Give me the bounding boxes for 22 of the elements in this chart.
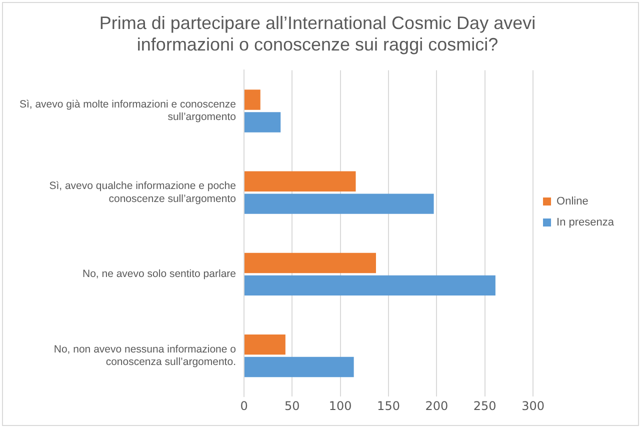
x-tick-label: 250 — [473, 398, 496, 413]
bar — [244, 252, 376, 274]
bar — [244, 90, 260, 110]
legend-label: In presenza — [556, 216, 615, 229]
x-tick-label: 0 — [240, 398, 248, 413]
y-tick-label: Sì, avevo già molte informazioni e conoscenze sull’argomento — [19, 98, 236, 124]
legend-label: Online — [556, 196, 588, 208]
y-tick-label: Sì, avevo qualche informazione e poche conoscenze sull’argomento — [49, 180, 236, 205]
bar — [244, 275, 496, 296]
x-tick-label: 300 — [522, 398, 544, 413]
chart-title: Prima di partecipare all’International Cosmic Day avevi informazioni o conoscenze sui raggi cosmici? — [99, 12, 536, 54]
y-tick-label: No, non avevo nessuna informazione o conoscenza sull’argomento. — [54, 343, 236, 368]
x-tick-label: 50 — [284, 398, 300, 413]
bar — [244, 334, 286, 355]
bar — [244, 171, 356, 192]
x-tick-label: 150 — [377, 398, 400, 413]
x-tick-label: 100 — [328, 398, 352, 413]
x-tick-label: 200 — [425, 398, 448, 413]
y-tick-label: No, ne avevo solo sentito parlare — [82, 268, 236, 280]
bar — [244, 112, 281, 132]
bar — [244, 356, 354, 378]
bar — [244, 194, 434, 214]
